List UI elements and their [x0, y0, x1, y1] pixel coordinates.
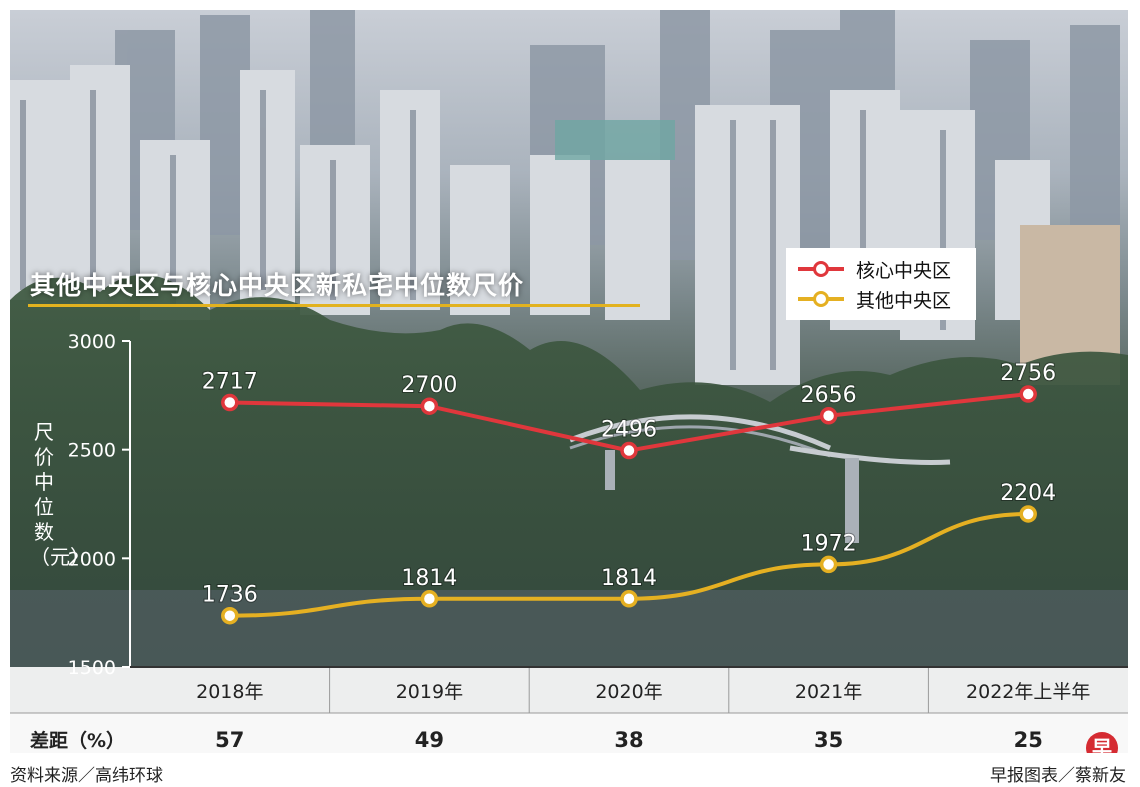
data-label: 2756	[1000, 361, 1056, 386]
line-chart: 1500 2000 2500 3000 2018年 2019年 2020年 2021年 2022…	[10, 331, 1128, 753]
y-tick-label: 3000	[68, 331, 116, 353]
data-label: 2656	[801, 383, 857, 408]
title-underline	[28, 304, 640, 307]
data-point	[819, 407, 838, 425]
x-tick-label: 2020年	[595, 681, 662, 703]
data-point	[1019, 505, 1037, 523]
legend-item-core-central: 核心中央区	[798, 254, 951, 284]
legend-item-other-central: 其他中央区	[798, 284, 951, 314]
gap-value: 38	[614, 728, 643, 752]
data-label: 1814	[401, 566, 457, 591]
gap-value: 49	[415, 728, 444, 752]
gap-value: 25	[1014, 728, 1043, 752]
gap-row-band	[10, 713, 1128, 753]
graphic-credit: 早报图表／蔡新友	[990, 766, 1126, 786]
gap-value: 35	[814, 728, 843, 752]
chart-card: 1500 2000 2500 3000 2018年 2019年 2020年 2021年 2022…	[10, 10, 1128, 753]
data-label: 1972	[801, 531, 857, 556]
y-axis-label: 尺价中位数（元）	[30, 420, 90, 569]
data-point	[420, 397, 439, 415]
data-point	[819, 555, 838, 574]
data-point	[221, 393, 239, 412]
data-point	[1019, 385, 1037, 403]
data-point	[620, 441, 638, 460]
category-row-band	[10, 667, 1128, 713]
data-label: 1814	[601, 566, 657, 591]
data-point	[620, 590, 638, 608]
legend-swatch	[798, 291, 844, 307]
x-tick-label: 2021年	[795, 681, 862, 703]
y-tick-label: 2500	[68, 440, 116, 462]
data-label: 1736	[202, 583, 258, 608]
legend-label: 核心中央区	[856, 259, 952, 282]
data-label: 2496	[601, 418, 657, 443]
y-tick-label: 2000	[68, 548, 116, 570]
zaobao-logo: 早	[1086, 732, 1118, 753]
legend-label: 其他中央区	[856, 289, 952, 312]
x-tick-label: 2019年	[396, 681, 463, 703]
data-label: 2204	[1000, 481, 1056, 506]
chart-title: 其他中央区与核心中央区新私宅中位数尺价	[30, 271, 525, 300]
data-label: 2700	[401, 373, 457, 398]
y-tick-label: 1500	[68, 657, 116, 679]
x-tick-label: 2018年	[196, 681, 263, 703]
data-point	[420, 590, 439, 608]
data-point	[221, 606, 239, 625]
x-tick-label: 2022年上半年	[966, 681, 1090, 703]
data-label: 2717	[202, 370, 258, 395]
gap-row-label: 差距（%）	[30, 729, 125, 752]
data-source: 资料来源／高纬环球	[10, 766, 163, 786]
legend: 核心中央区 其他中央区	[786, 248, 976, 320]
legend-swatch	[798, 261, 844, 277]
gap-value: 57	[215, 728, 244, 752]
